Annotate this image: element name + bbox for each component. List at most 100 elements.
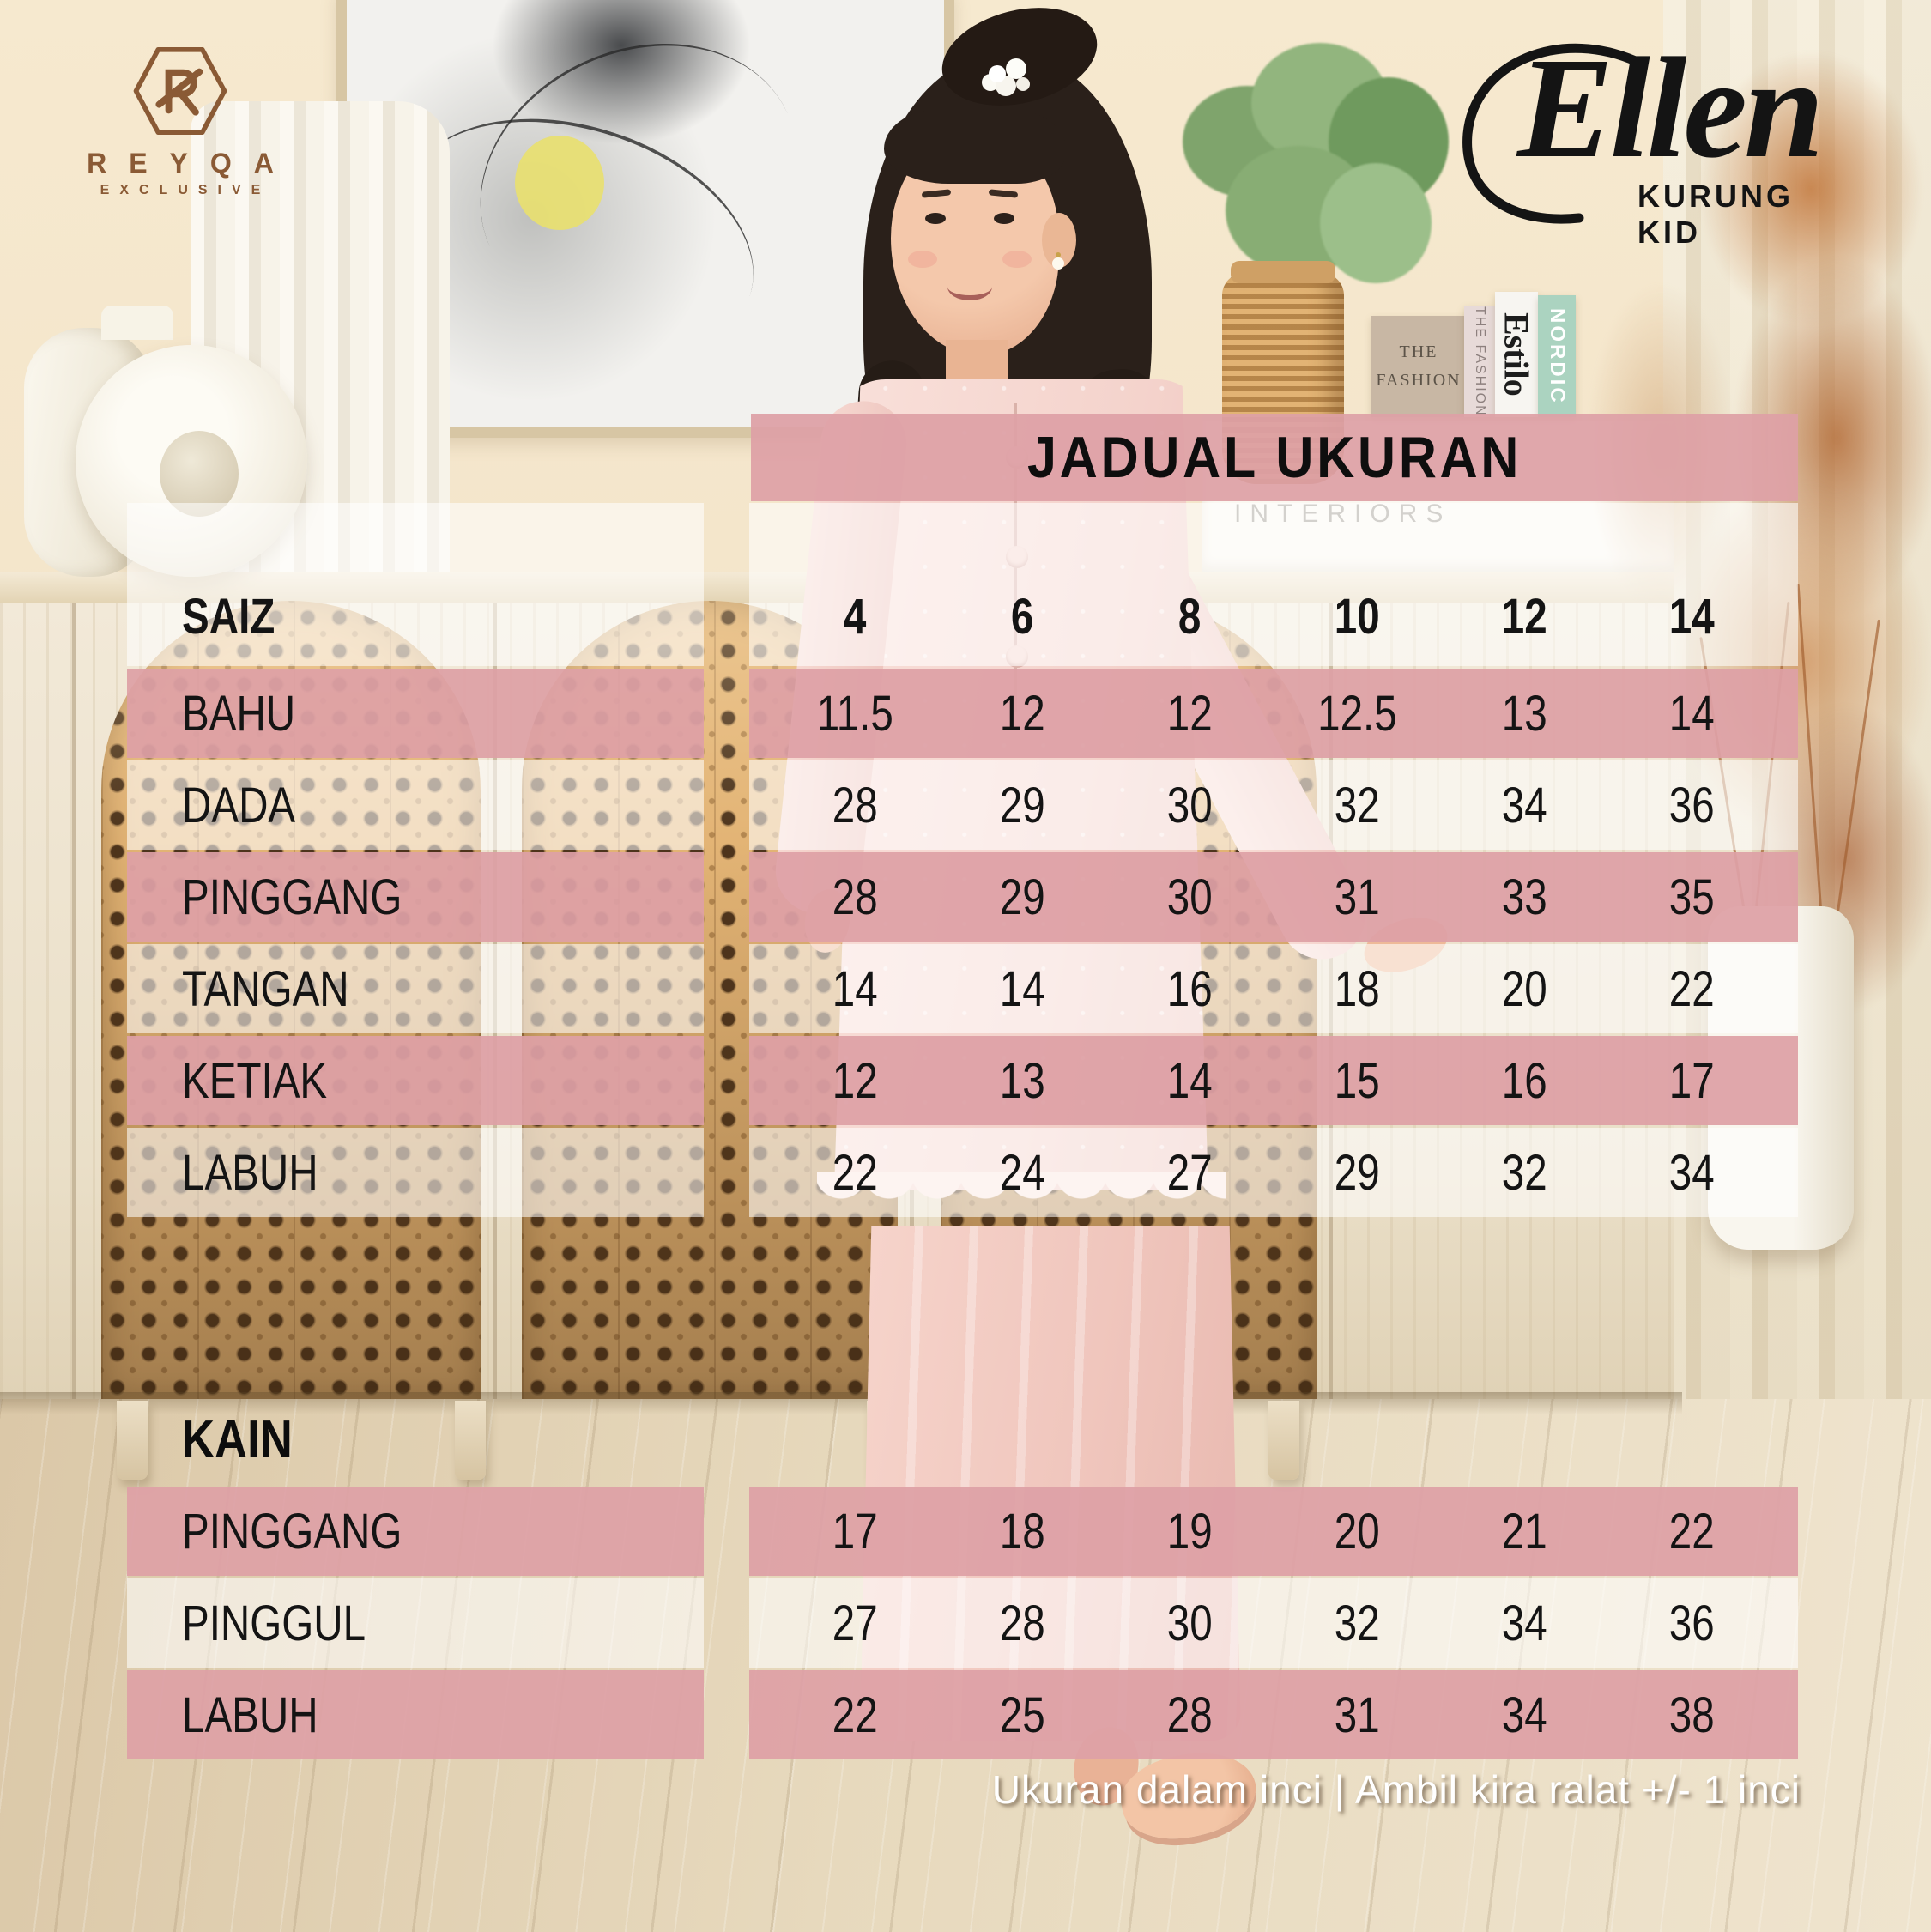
- product-subtitle: KURUNG KID: [1637, 179, 1794, 250]
- cabinet-leg: [117, 1401, 148, 1480]
- cell-value: 22: [832, 1687, 878, 1743]
- cell-value: 14: [1669, 685, 1715, 742]
- cell-value: 16: [1167, 960, 1213, 1017]
- size-value: 4: [844, 589, 867, 645]
- eye: [994, 213, 1014, 224]
- child-bangs: [884, 110, 1066, 184]
- cabinet-leg: [455, 1401, 486, 1480]
- cell-value: 34: [1669, 1144, 1715, 1201]
- cell-value: 34: [1502, 1687, 1547, 1743]
- cell-value: 31: [1335, 869, 1380, 925]
- row-label: PINGGANG: [182, 1503, 403, 1560]
- table-row-dada: DADA 28 29 30 32 34 36: [0, 760, 1931, 850]
- cell-value: 13: [1000, 1052, 1045, 1109]
- cell-value: 17: [832, 1503, 878, 1560]
- cell-value: 31: [1335, 1687, 1380, 1743]
- size-value: 6: [1011, 589, 1034, 645]
- size-header-row: SAIZ 4 6 8 10 12 14: [0, 503, 1931, 666]
- cell-value: 27: [832, 1595, 878, 1651]
- row-label: TANGAN: [182, 960, 349, 1017]
- size-value: 8: [1178, 589, 1202, 645]
- cell-value: 14: [1000, 960, 1045, 1017]
- cell-value: 22: [1669, 960, 1715, 1017]
- cell-value: 32: [1335, 1595, 1380, 1651]
- cell-value: 22: [832, 1144, 878, 1201]
- table-row-pinggang: PINGGANG 28 29 30 31 33 35: [0, 852, 1931, 942]
- cell-value: 28: [1000, 1595, 1045, 1651]
- row-label: DADA: [182, 777, 296, 833]
- size-value: 10: [1335, 589, 1380, 645]
- cell-value: 38: [1669, 1687, 1715, 1743]
- cell-value: 17: [1669, 1052, 1715, 1109]
- size-header-values-band: 4 6 8 10 12 14: [749, 503, 1798, 666]
- cell-value: 29: [1000, 777, 1045, 833]
- cell-value: 22: [1669, 1503, 1715, 1560]
- kain-section-label: KAIN: [182, 1410, 293, 1469]
- flower-earring: [1052, 257, 1064, 270]
- row-label: PINGGUL: [182, 1595, 366, 1651]
- cell-value: 36: [1669, 777, 1715, 833]
- cell-value: 24: [1000, 1144, 1045, 1201]
- brand-name: REYQA: [87, 148, 296, 179]
- cell-value: 12: [832, 1052, 878, 1109]
- cell-value: 14: [1167, 1052, 1213, 1109]
- book-spine-estilo: Estilo: [1495, 292, 1538, 417]
- blush: [1002, 251, 1032, 268]
- size-label: SAIZ: [182, 589, 275, 645]
- cell-value: 11.5: [816, 685, 894, 742]
- blush: [908, 251, 937, 268]
- cell-value: 20: [1335, 1503, 1380, 1560]
- cell-value: 21: [1502, 1503, 1547, 1560]
- cell-value: 15: [1335, 1052, 1380, 1109]
- cell-value: 20: [1502, 960, 1547, 1017]
- brand-logo-reyqa: REYQA EXCLUSIVE: [51, 43, 309, 198]
- cell-value: 30: [1167, 777, 1213, 833]
- table-row-pinggul: PINGGUL 27 28 30 32 34 36: [0, 1578, 1931, 1668]
- table-title: JADUAL UKURAN: [1026, 425, 1522, 490]
- reyqa-hexagon-monogram-icon: [133, 47, 227, 135]
- table-row-tangan: TANGAN 14 14 16 18 20 22: [0, 944, 1931, 1033]
- ellen-flourish-icon: [1462, 43, 1646, 224]
- cell-value: 29: [1000, 869, 1045, 925]
- cell-value: 12: [1167, 685, 1213, 742]
- cell-value: 14: [832, 960, 878, 1017]
- cell-value: 34: [1502, 1595, 1547, 1651]
- cell-value: 12.5: [1317, 685, 1397, 742]
- cell-value: 29: [1335, 1144, 1380, 1201]
- book-spine-nordic: NORDIC: [1538, 295, 1576, 417]
- cell-value: 36: [1669, 1595, 1715, 1651]
- product-name: Ellen: [1517, 28, 1824, 188]
- cell-value: 12: [1000, 685, 1045, 742]
- art-charcoal-blob: [493, 0, 750, 144]
- cell-value: 28: [832, 777, 878, 833]
- cell-value: 30: [1167, 869, 1213, 925]
- cell-value: 19: [1167, 1503, 1213, 1560]
- row-label: BAHU: [182, 685, 296, 742]
- cell-value: 28: [832, 869, 878, 925]
- eucalyptus-plant: [1174, 34, 1449, 318]
- row-label: KETIAK: [182, 1052, 328, 1109]
- product-logo-ellen: Ellen KURUNG KID: [1450, 26, 1862, 250]
- book-title-line: THE: [1399, 342, 1438, 361]
- art-yellow-circle: [515, 136, 604, 230]
- cabinet-seam: [72, 603, 76, 1401]
- eye: [925, 213, 946, 224]
- size-value: 14: [1669, 589, 1715, 645]
- row-label: PINGGANG: [182, 869, 403, 925]
- cell-value: 16: [1502, 1052, 1547, 1109]
- cell-value: 34: [1502, 777, 1547, 833]
- vase-hole: [160, 431, 239, 517]
- cell-value: 33: [1502, 869, 1547, 925]
- table-row-bahu: BAHU 11.5 12 12 12.5 13 14: [0, 669, 1931, 758]
- table-title-band: JADUAL UKURAN: [751, 414, 1798, 501]
- cabinet-leg: [1268, 1401, 1299, 1480]
- cell-value: 18: [1000, 1503, 1045, 1560]
- cell-value: 35: [1669, 869, 1715, 925]
- cabinet-shadow: [0, 1392, 1682, 1414]
- row-label: LABUH: [182, 1144, 318, 1201]
- cell-value: 32: [1502, 1144, 1547, 1201]
- table-row-kain-labuh: LABUH 22 25 28 31 34 38: [0, 1670, 1931, 1759]
- brand-subtitle: EXCLUSIVE: [100, 183, 271, 197]
- book-spine: THE FASHION: [1464, 306, 1495, 417]
